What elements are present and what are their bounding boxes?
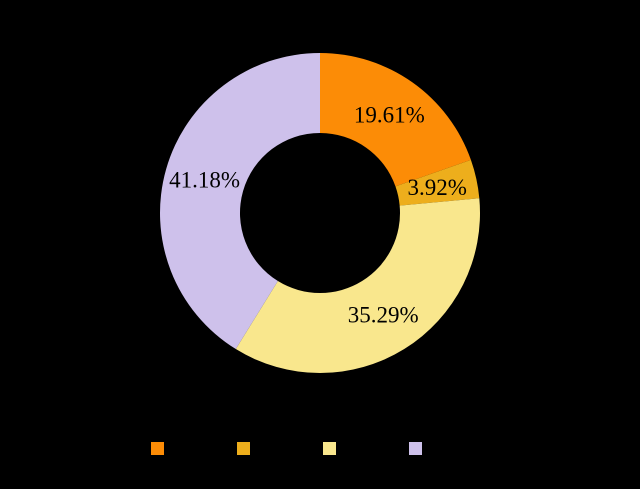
legend-swatch-3 [323, 442, 336, 455]
legend-swatch-1 [151, 442, 164, 455]
legend-swatch-4 [409, 442, 422, 455]
pie-label-slice-2: 3.92% [407, 175, 466, 200]
pie-slice-4 [160, 53, 320, 350]
pie-label-slice-4: 41.18% [169, 168, 240, 193]
pie-slice-2 [395, 159, 480, 206]
pie-slice-3 [235, 198, 481, 373]
pie-label-slice-1: 19.61% [354, 103, 425, 128]
pie-label-slice-3: 35.29% [348, 303, 419, 328]
legend-swatch-2 [237, 442, 250, 455]
pie-slice-1 [320, 53, 471, 187]
